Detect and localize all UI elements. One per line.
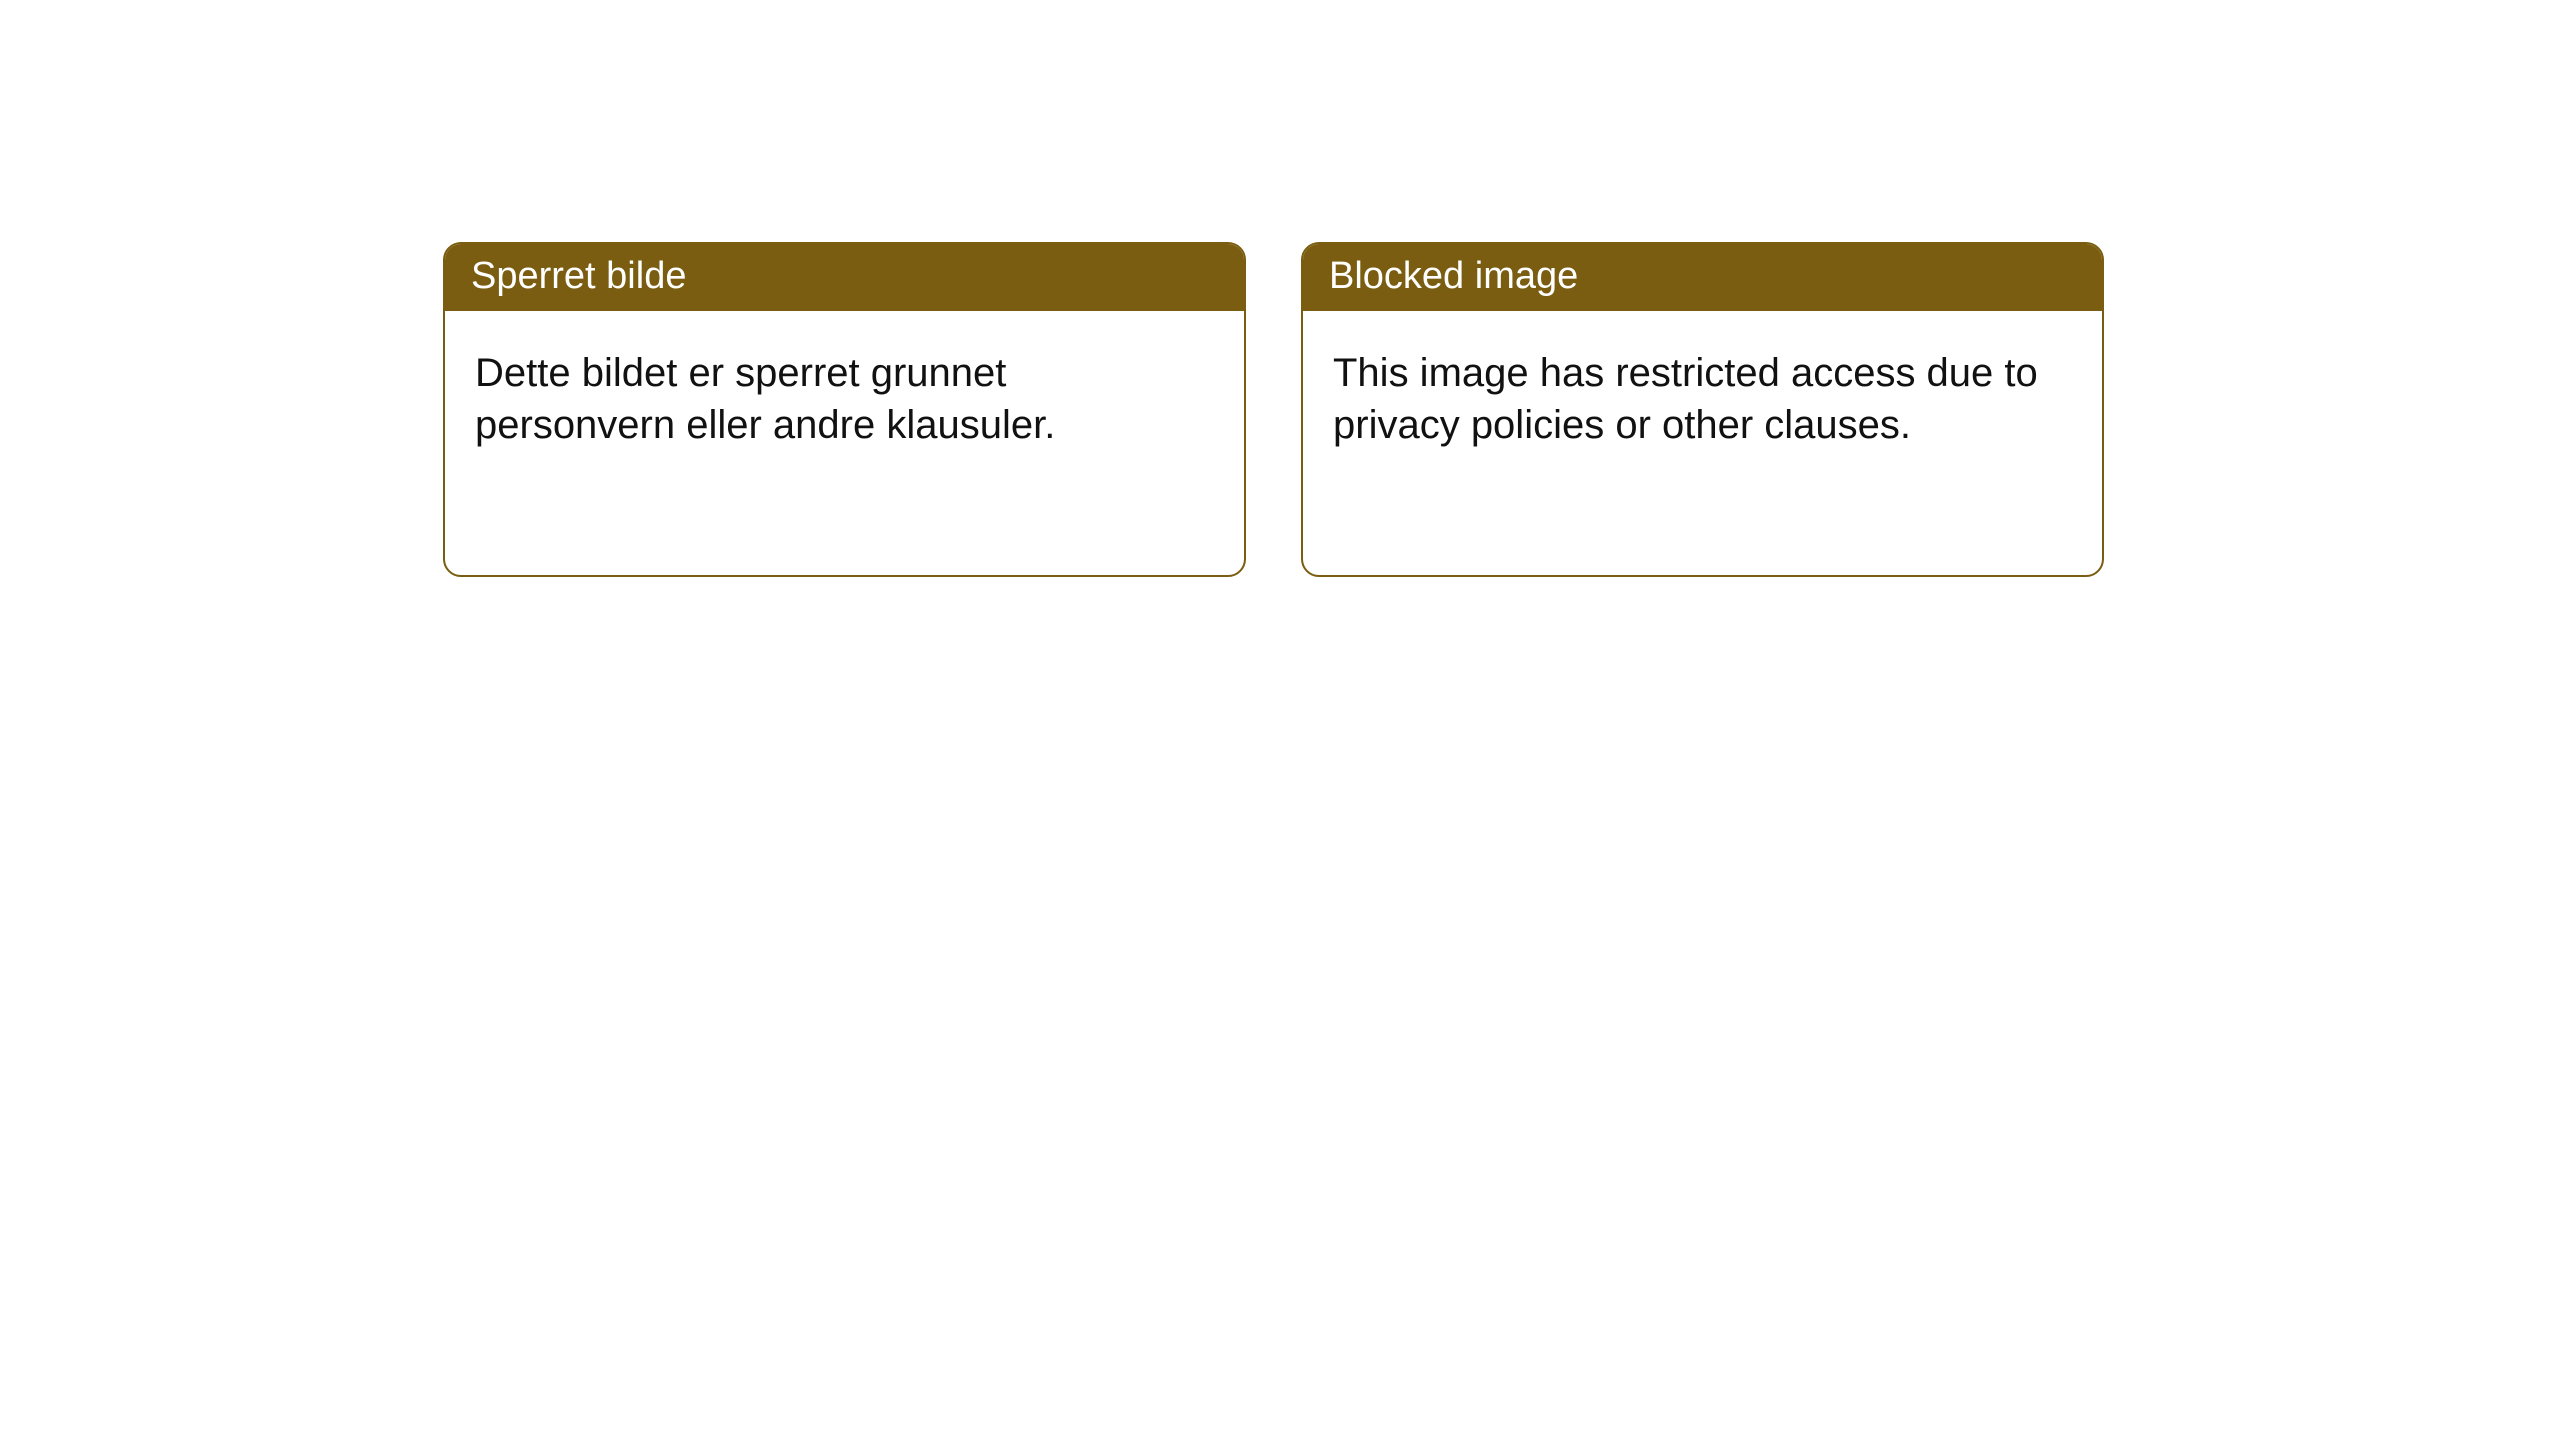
card-body-en: This image has restricted access due to … — [1303, 311, 2102, 481]
notice-cards-container: Sperret bilde Dette bildet er sperret gr… — [0, 0, 2560, 577]
card-title-no: Sperret bilde — [445, 244, 1244, 311]
blocked-image-card-no: Sperret bilde Dette bildet er sperret gr… — [443, 242, 1246, 577]
blocked-image-card-en: Blocked image This image has restricted … — [1301, 242, 2104, 577]
card-title-en: Blocked image — [1303, 244, 2102, 311]
card-body-no: Dette bildet er sperret grunnet personve… — [445, 311, 1244, 481]
